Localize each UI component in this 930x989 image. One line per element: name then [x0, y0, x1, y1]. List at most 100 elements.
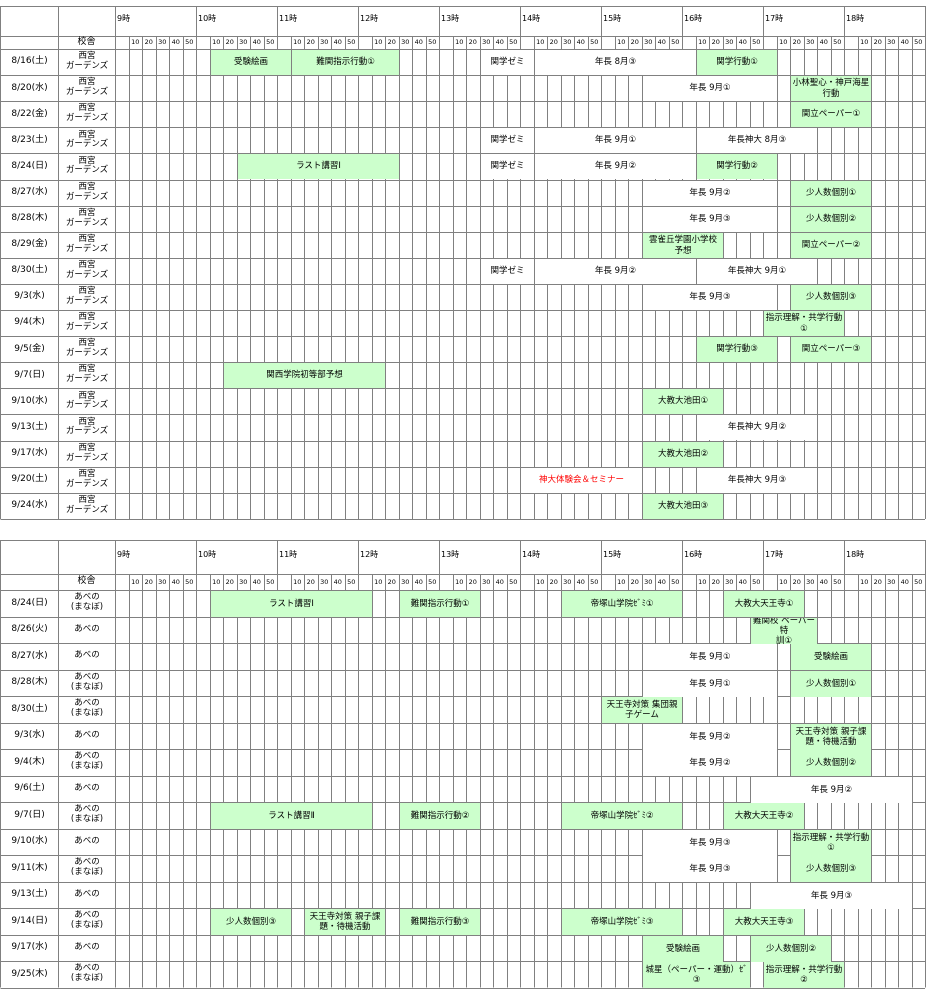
- minute-label: 20: [711, 577, 720, 586]
- event-block: 年長 9月①: [643, 76, 777, 101]
- minute-label: 10: [617, 577, 626, 586]
- minute-label: 10: [860, 38, 869, 47]
- minute-label: 10: [131, 577, 140, 586]
- hour-label: 10時: [198, 14, 217, 23]
- event-block: 少人数個別②: [791, 207, 871, 232]
- minute-label: 10: [779, 577, 788, 586]
- row-date: 9/14(日): [11, 915, 48, 926]
- row-campus: 西宮 ガーデンズ: [65, 286, 109, 306]
- minute-label: 20: [630, 38, 639, 47]
- minute-label: 30: [563, 38, 572, 47]
- row-campus: あべの (まなぼ): [70, 698, 104, 719]
- minute-label: 20: [306, 38, 315, 47]
- row-date: 9/7(日): [14, 369, 45, 380]
- row-date: 8/23(土): [11, 134, 48, 145]
- minute-label: 20: [792, 38, 801, 47]
- event-block: 帝塚山学院ｾﾞﾐ②: [562, 803, 682, 829]
- event-block: 年長 9月③: [643, 285, 777, 310]
- event-block: 受験絵画: [791, 644, 871, 670]
- minute-label: 10: [779, 38, 788, 47]
- event-block: ラスト講習Ⅰ: [238, 154, 399, 179]
- row-campus: 西宮 ガーデンズ: [65, 312, 109, 333]
- minute-label: 40: [576, 577, 585, 586]
- row-campus: あべの: [74, 623, 100, 634]
- event-block: 関学ゼミ: [481, 154, 534, 179]
- row-campus: 西宮 ガーデンズ: [65, 442, 109, 463]
- event-block: 城星（ペーパー・運動）ｾﾞ③: [643, 962, 750, 988]
- minute-label: 50: [833, 577, 842, 586]
- event-block: 関学ゼミ: [481, 128, 534, 153]
- row-date: 8/28(木): [11, 213, 48, 224]
- minute-label: 30: [725, 38, 734, 47]
- event-block: 関学ゼミ: [481, 50, 534, 75]
- minute-label: 10: [617, 38, 626, 47]
- row-campus: 西宮 ガーデンズ: [65, 103, 109, 124]
- row-campus: 西宮 ガーデンズ: [65, 494, 109, 515]
- row-date: 8/24(日): [11, 597, 48, 608]
- hour-label: 17時: [765, 14, 784, 23]
- row-date: 9/20(土): [11, 474, 48, 485]
- event-block: 年長 9月②: [643, 181, 777, 206]
- hour-label: 10時: [198, 550, 217, 559]
- row-date: 9/7(日): [14, 809, 45, 820]
- minute-label: 40: [657, 577, 666, 586]
- campus-header-label: 校舎: [77, 576, 96, 587]
- event-block: 難関指示行動①: [292, 50, 399, 75]
- event-block: 指示理解・共学行動 ①: [764, 311, 844, 336]
- minute-label: 20: [225, 38, 234, 47]
- row-campus: あべの: [74, 835, 100, 846]
- minute-label: 50: [590, 577, 599, 586]
- minute-label: 20: [306, 577, 315, 586]
- minute-label: 40: [252, 38, 261, 47]
- minute-label: 10: [536, 577, 545, 586]
- event-block: 年長 9月②: [535, 154, 696, 179]
- minute-label: 40: [333, 577, 342, 586]
- event-block: 年長 9月③: [643, 856, 777, 882]
- hour-label: 18時: [846, 550, 865, 559]
- event-block: 年長神大 9月②: [697, 415, 817, 440]
- minute-label: 20: [630, 577, 639, 586]
- minute-label: 40: [900, 577, 909, 586]
- event-block: 大教大天王寺①: [724, 591, 804, 617]
- minute-label: 50: [347, 38, 356, 47]
- minute-label: 10: [374, 577, 383, 586]
- minute-label: 10: [860, 577, 869, 586]
- event-block: 年長神大 9月③: [697, 468, 817, 493]
- hour-label: 16時: [684, 14, 703, 23]
- hour-label: 15時: [603, 550, 622, 559]
- row-date: 9/13(土): [11, 421, 48, 432]
- row-date: 9/17(水): [11, 942, 48, 953]
- row-campus: あべの: [74, 888, 100, 899]
- hour-label: 13時: [441, 550, 460, 559]
- minute-label: 50: [347, 577, 356, 586]
- minute-label: 20: [468, 38, 477, 47]
- row-date: 8/24(日): [11, 160, 48, 171]
- event-block: 指示理解・共学行動 ②: [764, 962, 844, 988]
- row-campus: あべの (まなぼ): [70, 751, 104, 772]
- minute-label: 40: [495, 38, 504, 47]
- event-block: 大教大池田③: [643, 494, 723, 519]
- event-block: 年長神大 9月①: [697, 259, 817, 284]
- minute-label: 20: [225, 577, 234, 586]
- event-block: 年長 9月②: [535, 259, 696, 284]
- hour-label: 12時: [360, 14, 379, 23]
- minute-label: 10: [212, 577, 221, 586]
- row-date: 9/10(水): [11, 836, 48, 847]
- row-campus: 西宮 ガーデンズ: [65, 338, 109, 359]
- row-date: 9/6(土): [14, 783, 45, 794]
- row-date: 9/24(水): [11, 500, 48, 511]
- row-date: 9/17(水): [11, 447, 48, 458]
- event-block: 難関校 ペーパー特 訓①: [751, 618, 817, 644]
- minute-label: 30: [158, 577, 167, 586]
- row-date: 8/30(土): [11, 703, 48, 714]
- event-block: 難関指示行動①: [400, 591, 480, 617]
- minute-label: 30: [239, 577, 248, 586]
- minute-label: 10: [455, 577, 464, 586]
- row-campus: あべの: [74, 941, 100, 952]
- row-campus: 西宮 ガーデンズ: [65, 207, 109, 228]
- row-campus: 西宮 ガーデンズ: [65, 390, 109, 411]
- minute-label: 10: [698, 38, 707, 47]
- minute-label: 30: [725, 577, 734, 586]
- minute-label: 50: [752, 38, 761, 47]
- event-block: 年長 9月③: [643, 830, 777, 856]
